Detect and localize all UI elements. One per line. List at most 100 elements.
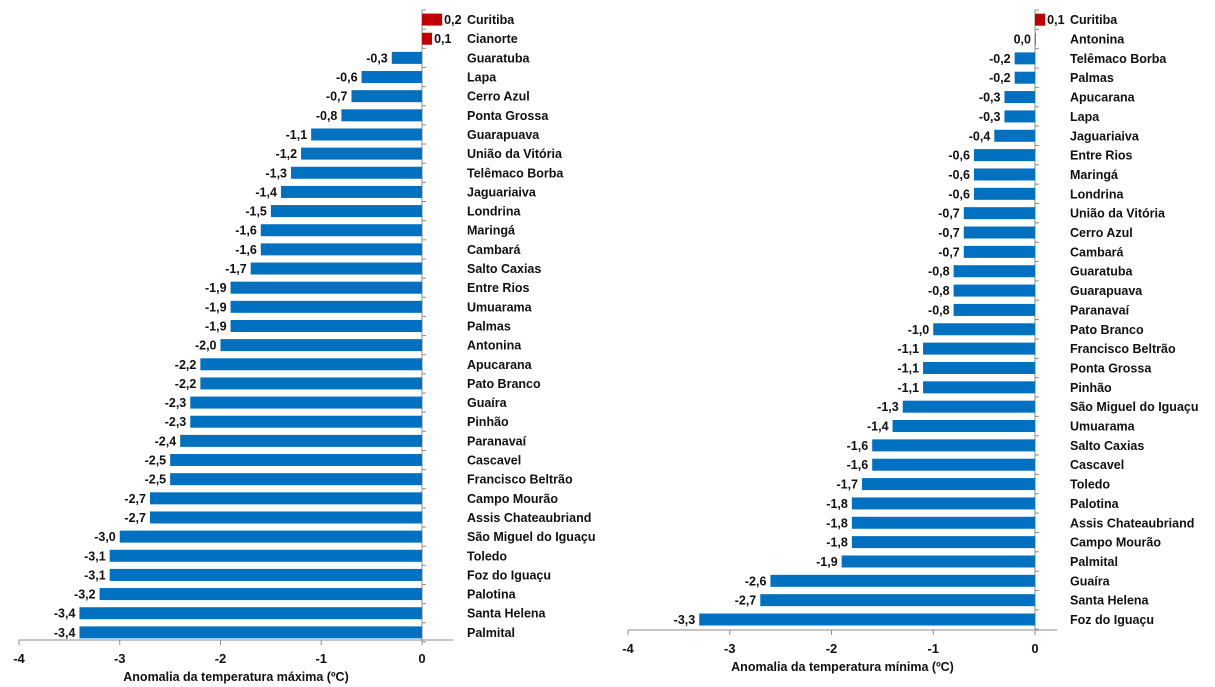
- bar: [892, 420, 1035, 433]
- category-label: Guarapuava: [1070, 284, 1143, 298]
- bar: [270, 205, 422, 218]
- category-label: Cerro Azul: [1070, 226, 1133, 240]
- data-label: -0,3: [366, 51, 388, 65]
- category-label: Cascavel: [467, 454, 521, 468]
- bar: [923, 381, 1035, 394]
- bar: [79, 626, 422, 639]
- data-label: -1,1: [898, 342, 920, 356]
- category-label: Pato Branco: [1070, 323, 1144, 337]
- category-label: Lapa: [1070, 110, 1100, 124]
- category-label: Ponta Grossa: [467, 109, 549, 123]
- category-label: Cambará: [1070, 245, 1124, 259]
- data-label: -0,8: [928, 303, 950, 317]
- x-tick-label: -3: [114, 651, 126, 666]
- data-label: -2,0: [195, 339, 217, 353]
- data-label: -1,6: [235, 243, 257, 257]
- bar: [119, 530, 422, 543]
- data-label: -1,8: [826, 516, 848, 530]
- bar: [170, 454, 422, 467]
- bar: [109, 549, 423, 562]
- bar: [973, 168, 1035, 181]
- chart-min-temperature: -4 -3 -2 -1 0 Anomalia da temperatura mínima …: [622, 9, 1198, 674]
- category-label: Ponta Grossa: [1070, 361, 1152, 375]
- data-label: -1,9: [816, 555, 838, 569]
- data-label: -1,1: [286, 128, 308, 142]
- data-label: -1,3: [877, 400, 899, 414]
- category-label: Pinhão: [1070, 381, 1112, 395]
- data-label: -0,2: [989, 71, 1011, 85]
- bar: [301, 147, 422, 160]
- data-label: -1,6: [235, 224, 257, 238]
- data-label: 0,1: [434, 32, 451, 46]
- bar: [851, 497, 1035, 510]
- category-label: Palotina: [467, 588, 517, 602]
- category-label: Guaíra: [1070, 574, 1111, 588]
- data-label: -2,3: [165, 396, 187, 410]
- bar: [280, 185, 422, 198]
- bar: [851, 536, 1035, 549]
- data-label: -0,6: [336, 71, 358, 85]
- data-label: 0,1: [1047, 13, 1064, 27]
- bar: [422, 13, 443, 26]
- category-label: Lapa: [467, 71, 497, 85]
- category-label: Curitiba: [1070, 13, 1118, 27]
- bar: [862, 478, 1035, 491]
- data-label: 0,0: [1014, 33, 1031, 47]
- bar: [1035, 33, 1036, 46]
- data-label: 0,2: [444, 13, 461, 27]
- data-label: -0,4: [969, 129, 991, 143]
- data-label: -0,3: [979, 91, 1001, 105]
- category-label: Palotina: [1070, 497, 1120, 511]
- x-tick-label: -4: [13, 651, 25, 666]
- bar: [230, 281, 422, 294]
- x-tick-label: -2: [826, 641, 838, 656]
- data-label: -0,6: [948, 187, 970, 201]
- data-label: -0,6: [948, 168, 970, 182]
- category-label: Umuarama: [1070, 420, 1136, 434]
- bar: [260, 224, 422, 237]
- data-label: -1,7: [836, 478, 858, 492]
- bar: [699, 613, 1035, 626]
- data-label: -3,2: [74, 588, 96, 602]
- category-label: Paranavaí: [467, 434, 527, 448]
- data-label: -2,2: [175, 358, 197, 372]
- bar: [963, 226, 1035, 239]
- data-label: -0,7: [938, 245, 960, 259]
- bar: [1014, 71, 1035, 84]
- bar: [351, 90, 422, 103]
- data-label: -2,7: [124, 492, 146, 506]
- bar: [391, 51, 422, 64]
- bar: [220, 339, 422, 352]
- category-label: Jaguariaiva: [467, 185, 537, 199]
- category-label: Guarapuava: [467, 128, 540, 142]
- bar: [250, 262, 422, 275]
- category-label: Cianorte: [467, 32, 518, 46]
- category-label: Guaíra: [467, 396, 508, 410]
- data-label: -1,4: [255, 185, 277, 199]
- bar: [180, 434, 422, 447]
- data-label: -3,0: [94, 530, 116, 544]
- category-label: Londrina: [467, 205, 522, 219]
- data-label: -2,2: [175, 377, 197, 391]
- data-label: -1,9: [205, 300, 227, 314]
- data-label: -1,1: [898, 381, 920, 395]
- bar: [291, 166, 422, 179]
- bar: [963, 207, 1035, 220]
- bar: [422, 32, 433, 45]
- bar: [1004, 110, 1035, 123]
- category-label: Guaratuba: [467, 51, 531, 65]
- data-label: -1,9: [205, 319, 227, 333]
- x-tick-label: 0: [418, 651, 425, 666]
- bar: [260, 243, 422, 256]
- data-label: -0,7: [938, 226, 960, 240]
- data-label: -3,1: [84, 568, 106, 582]
- bar: [149, 511, 422, 524]
- bar: [994, 129, 1035, 142]
- bar: [190, 415, 422, 428]
- category-label: Telêmaco Borba: [467, 166, 564, 180]
- category-label: Francisco Beltrão: [1070, 342, 1176, 356]
- bar: [973, 149, 1035, 162]
- data-label: -1,8: [826, 497, 848, 511]
- category-label: Palmital: [467, 626, 515, 640]
- data-label: -1,6: [847, 439, 869, 453]
